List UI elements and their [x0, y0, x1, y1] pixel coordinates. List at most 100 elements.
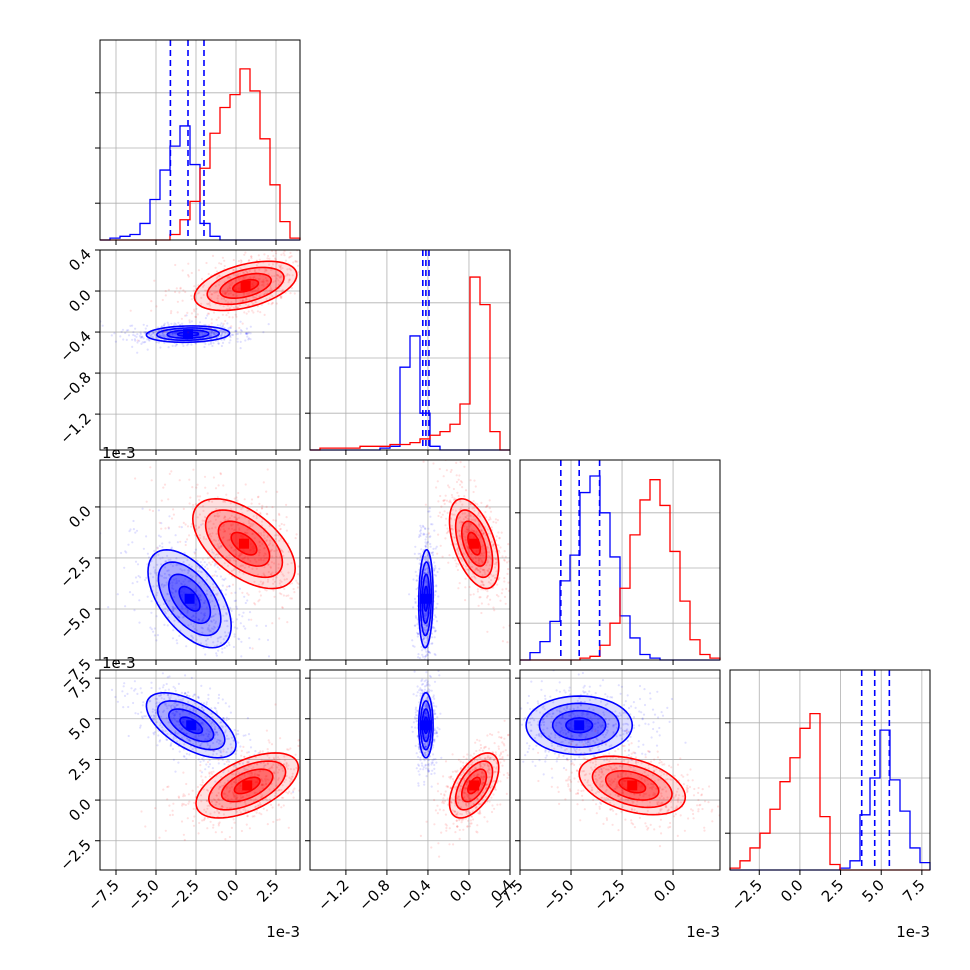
- scatter-point: [467, 529, 470, 532]
- scatter-point: [228, 285, 231, 288]
- scatter-point: [194, 503, 198, 506]
- scatter-point: [492, 543, 495, 547]
- scatter-point: [488, 507, 491, 510]
- scatter-point: [277, 756, 280, 759]
- scatter-point: [472, 536, 475, 539]
- peak-cell: [184, 593, 195, 604]
- scatter-point: [274, 258, 277, 261]
- scatter-point: [188, 694, 191, 698]
- scatter-point: [288, 790, 291, 793]
- scatter-point: [164, 829, 167, 832]
- scatter-point: [222, 528, 225, 531]
- scatter-point: [487, 560, 490, 563]
- scatter-point: [428, 689, 431, 692]
- scatter-point: [132, 701, 135, 705]
- scatter-point: [167, 696, 170, 699]
- scatter-point: [483, 571, 486, 574]
- scatter-point: [260, 783, 263, 787]
- scatter-point: [218, 546, 221, 549]
- scatter-point: [220, 721, 223, 724]
- scatter-point: [188, 739, 192, 742]
- scatter-point: [426, 533, 429, 536]
- scatter-point: [311, 277, 313, 279]
- scatter-point: [304, 778, 306, 780]
- peak-cell: [242, 780, 253, 791]
- scatter-point: [222, 750, 225, 753]
- scatter-point: [220, 322, 223, 325]
- scatter-point: [184, 290, 187, 294]
- scatter-point: [432, 618, 435, 621]
- scatter-point: [481, 560, 484, 564]
- scatter-point: [232, 559, 236, 562]
- scatter-point: [172, 737, 175, 741]
- scatter-point: [232, 269, 235, 272]
- scatter-point: [423, 612, 427, 616]
- scatter-point: [219, 754, 222, 758]
- scatter-point: [275, 784, 278, 787]
- scatter-point: [228, 341, 231, 344]
- scatter-point: [242, 625, 245, 628]
- scatter-point: [187, 342, 190, 345]
- scatter-point: [238, 772, 241, 775]
- scatter-point: [478, 525, 481, 528]
- scatter-point: [204, 737, 207, 741]
- scatter-point: [167, 616, 170, 619]
- scatter-point: [417, 535, 421, 539]
- scatter-point: [261, 783, 264, 787]
- scatter-point: [472, 529, 476, 533]
- scatter-point: [156, 584, 159, 588]
- scatter-point: [251, 773, 254, 776]
- scatter-point: [230, 736, 233, 739]
- scatter-point: [287, 826, 290, 829]
- scatter-point: [489, 518, 492, 521]
- scatter-point: [218, 567, 221, 571]
- scatter-point: [225, 751, 228, 754]
- scatter-point: [229, 532, 232, 536]
- scatter-point: [242, 293, 246, 296]
- scatter-point: [193, 715, 196, 718]
- scatter-point: [476, 569, 480, 572]
- scatter-point: [439, 712, 442, 715]
- scatter-point: [430, 642, 433, 645]
- scatter-point: [263, 253, 266, 256]
- scatter-point: [208, 628, 211, 631]
- scatter-point: [319, 779, 321, 781]
- scatter-point: [158, 334, 161, 337]
- scatter-point: [176, 563, 179, 566]
- scatter-point: [230, 826, 233, 830]
- scatter-point: [243, 498, 246, 501]
- scatter-point: [136, 563, 140, 566]
- scatter-point: [259, 295, 262, 298]
- scatter-point: [192, 289, 195, 292]
- scatter-point: [172, 607, 175, 610]
- scatter-point: [200, 742, 203, 745]
- scatter-point: [253, 275, 256, 279]
- scatter-point: [150, 560, 153, 563]
- scatter-point: [231, 791, 235, 794]
- peak-cell: [183, 329, 193, 340]
- scatter-point: [214, 285, 217, 288]
- scatter-point: [243, 271, 246, 274]
- scatter-point: [201, 631, 204, 634]
- scatter-point: [208, 561, 211, 564]
- scatter-point: [248, 646, 252, 650]
- scatter-point: [216, 566, 219, 569]
- scatter-point: [291, 246, 293, 248]
- scatter-point: [246, 772, 249, 775]
- scatter-point: [487, 555, 490, 558]
- scatter-point: [212, 770, 215, 773]
- scatter-point: [463, 525, 466, 528]
- scatter-point: [162, 334, 166, 338]
- scatter-point: [456, 491, 459, 494]
- scatter-point: [217, 300, 220, 303]
- scatter-point: [186, 311, 189, 314]
- scatter-point: [267, 254, 270, 258]
- scatter-point: [212, 641, 215, 644]
- scatter-point: [278, 276, 281, 279]
- scatter-point: [455, 548, 458, 551]
- scatter-point: [174, 332, 177, 335]
- scatter-point: [196, 565, 199, 568]
- scatter-point: [193, 588, 196, 591]
- scatter-point: [207, 693, 210, 697]
- scatter-point: [153, 716, 156, 719]
